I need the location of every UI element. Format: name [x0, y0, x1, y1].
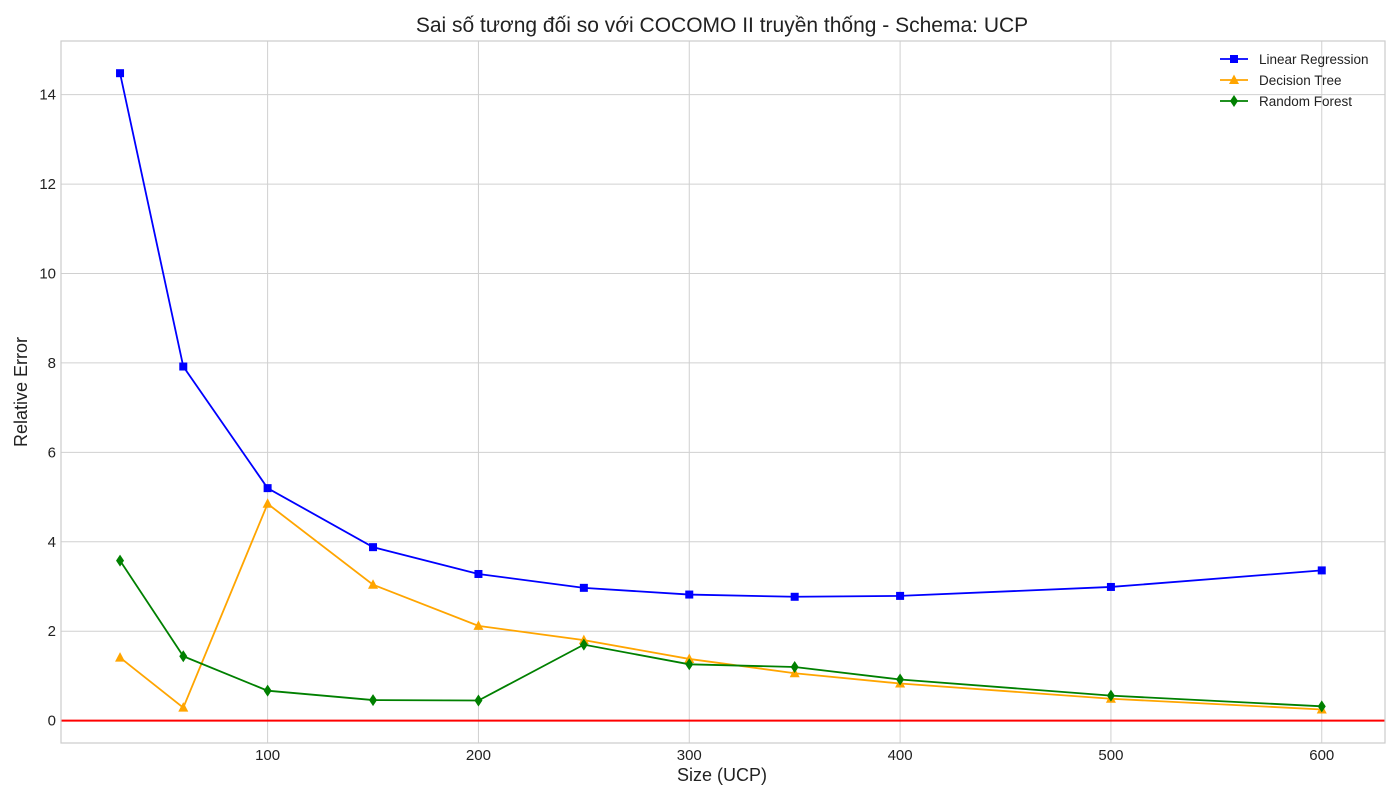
series-line-random-forest	[119, 560, 1322, 708]
data-point-random-forest	[579, 638, 588, 651]
grid	[61, 41, 1385, 743]
y-tick-label: 2	[48, 623, 56, 640]
x-tick-label: 500	[1098, 747, 1123, 764]
x-tick-label: 400	[888, 747, 913, 764]
data-point-linear-regression	[790, 592, 799, 601]
data-point-random-forest	[896, 673, 905, 686]
legend-marker	[1229, 74, 1239, 84]
y-axis-label: Relative Error	[11, 337, 31, 447]
series-line-decision-tree	[119, 502, 1322, 711]
legend: Linear Regression Decision Tree Random For…	[1220, 52, 1369, 109]
data-point-decision-tree	[368, 579, 379, 589]
legend-marker	[1230, 95, 1238, 107]
legend-item-linear-regression: Linear Regression	[1220, 52, 1369, 67]
data-point-linear-regression	[685, 590, 694, 599]
legend-label: Decision Tree	[1259, 73, 1342, 88]
data-point-linear-regression	[369, 543, 378, 552]
plot-frame	[60, 40, 1386, 744]
data-point-random-forest	[685, 658, 694, 671]
chart-title: Sai số tương đối so với COCOMO II truyền…	[416, 14, 1028, 37]
y-tick-label: 14	[39, 87, 56, 104]
data-point-linear-regression	[579, 583, 588, 592]
y-tick-label: 0	[48, 713, 56, 730]
data-point-random-forest	[1317, 700, 1326, 713]
y-tick-label: 12	[39, 176, 56, 193]
data-point-linear-regression	[1317, 566, 1326, 575]
x-tick-label: 100	[255, 747, 280, 764]
series-group	[115, 69, 1327, 714]
y-tick-label: 8	[48, 355, 56, 372]
legend-label: Random Forest	[1259, 94, 1352, 109]
x-tick-label: 200	[466, 747, 491, 764]
legend-item-decision-tree: Decision Tree	[1220, 73, 1342, 88]
tick-labels: 100 200 300 400 500 600 0 2 4 6 8 10 12 14	[39, 87, 1334, 764]
series-decision-tree	[115, 498, 1327, 714]
data-point-random-forest	[179, 650, 188, 663]
data-point-linear-regression	[116, 69, 125, 78]
legend-label: Linear Regression	[1259, 52, 1369, 67]
data-point-random-forest	[790, 660, 799, 673]
x-tick-label: 300	[677, 747, 702, 764]
data-point-decision-tree	[262, 498, 273, 508]
data-point-decision-tree	[178, 702, 189, 712]
data-point-linear-regression	[179, 362, 188, 371]
series-random-forest	[116, 554, 1326, 713]
data-point-random-forest	[116, 554, 125, 567]
y-tick-label: 4	[48, 534, 56, 551]
data-point-linear-regression	[1106, 582, 1115, 591]
series-line-linear-regression	[119, 73, 1322, 598]
x-axis-label: Size (UCP)	[677, 765, 767, 785]
data-point-linear-regression	[474, 569, 483, 578]
legend-item-random-forest: Random Forest	[1220, 94, 1352, 109]
data-point-random-forest	[369, 694, 378, 707]
data-point-linear-regression	[263, 484, 272, 493]
data-point-random-forest	[1106, 689, 1115, 702]
data-point-random-forest	[474, 694, 483, 707]
y-tick-label: 6	[48, 444, 56, 461]
series-linear-regression	[116, 69, 1326, 601]
y-tick-label: 10	[39, 266, 56, 283]
legend-marker	[1230, 55, 1238, 63]
data-point-random-forest	[263, 684, 272, 697]
data-point-decision-tree	[684, 653, 695, 663]
data-point-decision-tree	[473, 620, 484, 630]
x-tick-label: 600	[1309, 747, 1334, 764]
data-point-linear-regression	[896, 591, 905, 600]
data-point-decision-tree	[115, 652, 126, 662]
